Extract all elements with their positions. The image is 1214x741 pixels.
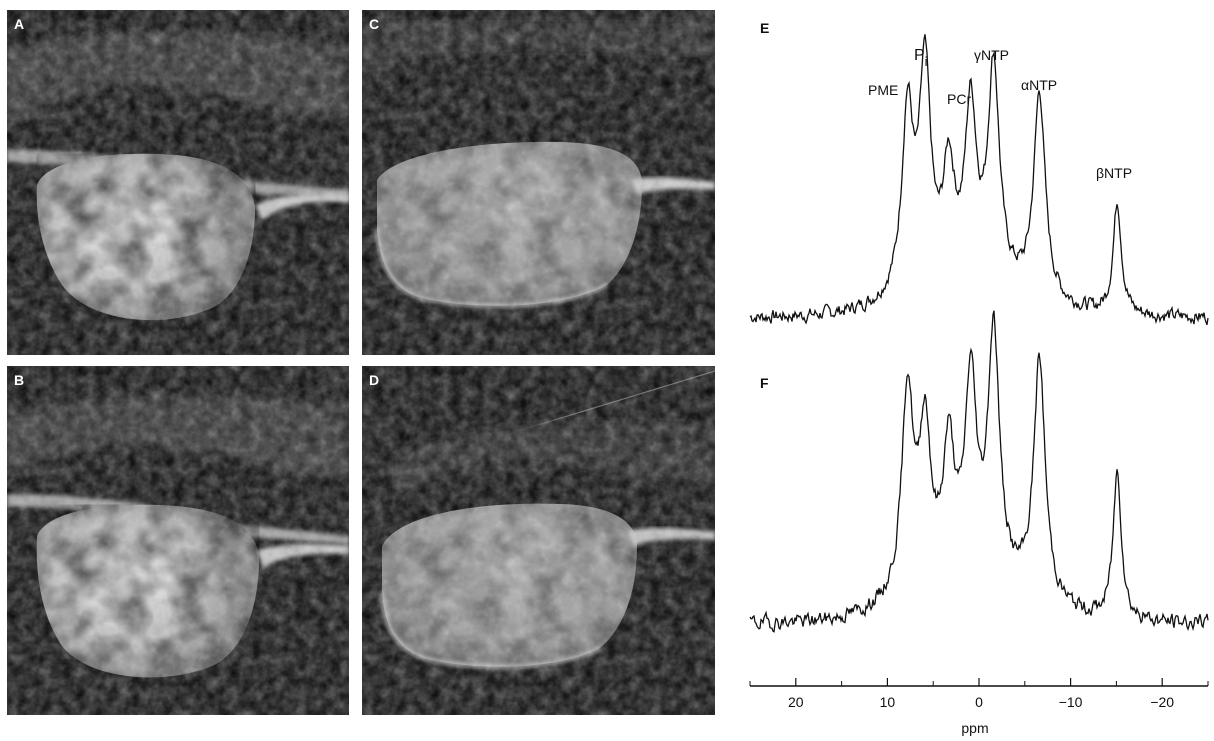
peak-label-antp: αNTP (1021, 77, 1057, 93)
panel-label-d: D (369, 372, 380, 388)
panel-label-e: E (760, 20, 769, 36)
axis-tick-label: −10 (1059, 694, 1083, 710)
axis-label-ppm: ppm (961, 720, 988, 736)
mri-image-a (7, 10, 349, 355)
peak-label-pi: Pi (914, 47, 928, 69)
panel-label-a: A (14, 16, 25, 32)
mri-image-d (362, 366, 715, 715)
ppm-axis: 20 10 0 −10 −20 (749, 678, 1209, 710)
spectrum-trace-f (749, 310, 1209, 633)
spectrum-trace-e (749, 34, 1209, 326)
mri-panel-a: A (7, 10, 349, 355)
mri-image-b (7, 366, 349, 715)
peak-label-pi-main: P (914, 47, 925, 64)
mri-panel-c: C (362, 10, 715, 355)
peak-label-pi-sub: i (925, 54, 928, 69)
peak-label-gntp: γNTP (974, 47, 1009, 63)
panel-label-b: B (14, 372, 25, 388)
spectrum-f (749, 310, 1209, 633)
axis-tick-label: −20 (1150, 694, 1174, 710)
panel-label-c: C (369, 16, 380, 32)
nmr-spectra: E F PME Pi PCr γNTP αNTP βNTP 20 10 0 −10 −2… (749, 20, 1209, 736)
mri-panel-d: D (362, 366, 715, 715)
axis-tick-label: 20 (788, 694, 804, 710)
axis-tick-label: 0 (975, 694, 983, 710)
peak-label-bntp: βNTP (1096, 165, 1132, 181)
mri-image-c (362, 10, 715, 355)
panel-label-f: F (760, 375, 769, 391)
mri-panel-b: B (7, 366, 349, 715)
spectrum-e (749, 34, 1209, 326)
axis-tick-label: 10 (880, 694, 896, 710)
peak-label-pcr: PCr (947, 91, 971, 107)
peak-label-pme: PME (868, 82, 898, 98)
